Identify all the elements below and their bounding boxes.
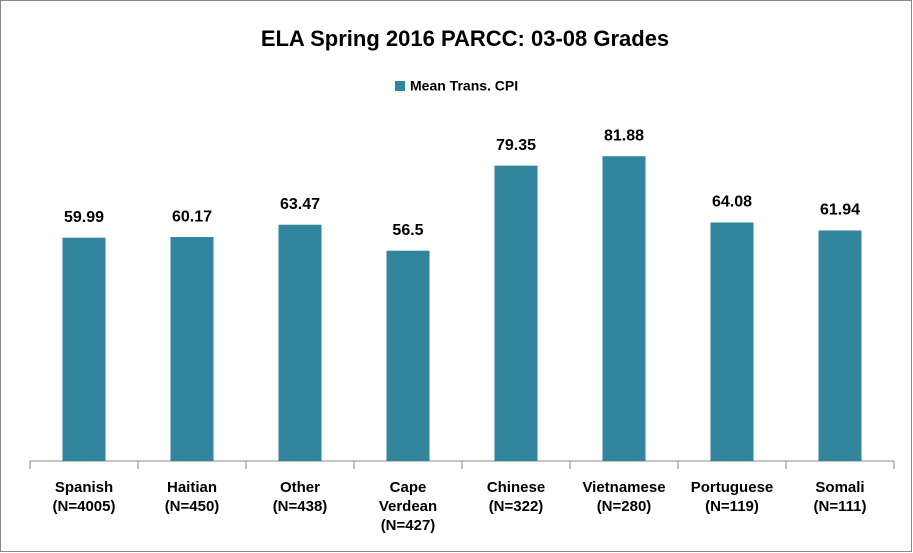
data-label: 61.94 [820, 202, 860, 219]
data-label: 81.88 [604, 127, 644, 144]
x-tick-label: Spanish (N=4005) [52, 479, 116, 515]
data-label: 64.08 [712, 194, 752, 211]
x-tick-label: Somali (N=111) [813, 479, 867, 515]
x-tick-label: Haitian (N=450) [164, 479, 220, 515]
x-tick-label: Portuguese (N=119) [690, 479, 774, 515]
bar [170, 237, 214, 461]
x-tick-label: Cape Verdean (N=427) [378, 479, 438, 534]
data-label: 63.47 [280, 196, 320, 213]
data-label: 79.35 [496, 137, 536, 154]
legend-swatch [395, 81, 405, 91]
chart-title: ELA Spring 2016 PARCC: 03-08 Grades [261, 26, 669, 51]
x-tick-label: Other (N=438) [272, 479, 328, 515]
data-label: 59.99 [64, 209, 104, 226]
x-tick-label: Chinese (N=322) [486, 479, 546, 515]
bar [818, 230, 862, 461]
bar [62, 237, 106, 461]
x-tick-label: Vietnamese (N=280) [582, 479, 666, 515]
data-label: 60.17 [172, 208, 212, 225]
data-label: 56.5 [392, 222, 423, 239]
legend-label: Mean Trans. CPI [410, 78, 518, 94]
bar [602, 156, 646, 462]
bar [494, 165, 538, 461]
bar [386, 250, 430, 461]
bar [710, 222, 754, 461]
bar [278, 224, 322, 461]
